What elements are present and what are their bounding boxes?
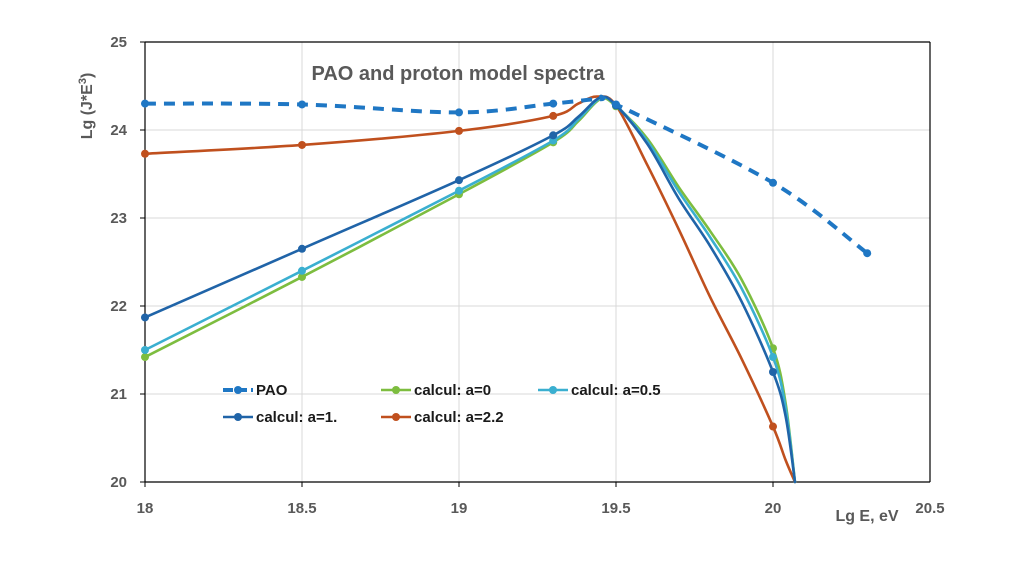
- y-axis-label-end: ): [79, 73, 96, 78]
- y-axis-ticks: 20 21 22 23 24 25: [110, 34, 127, 491]
- x-axis-label: Lg E, eV: [835, 508, 898, 525]
- series-4-point: [455, 126, 463, 135]
- legend-item: calcul: a=1.: [223, 409, 337, 426]
- series-2-point: [769, 353, 777, 362]
- plot-area: [144, 41, 931, 483]
- legend-marker: [549, 386, 557, 394]
- series-4-point: [769, 422, 777, 431]
- plot-frame: [140, 41, 931, 487]
- legend-marker: [392, 413, 400, 421]
- legend-label: calcul: a=0.5: [571, 382, 661, 399]
- y-tick-label: 22: [110, 298, 127, 315]
- series-2-point: [141, 346, 149, 354]
- y-tick-label: 23: [110, 210, 127, 227]
- series-layer: [141, 94, 872, 484]
- y-tick-label: 20: [110, 474, 127, 491]
- series-0-point: [863, 249, 872, 258]
- y-tick-label: 24: [110, 122, 127, 139]
- legend-item: calcul: a=2.2: [381, 409, 504, 426]
- series-0-point: [769, 178, 777, 187]
- x-tick-label: 19: [451, 500, 468, 517]
- series-0-point: [141, 99, 149, 108]
- legend-marker: [234, 413, 242, 421]
- chart-title: PAO and proton model spectra: [312, 63, 606, 85]
- legend: PAO calcul: a=0 calcul: a=0.5 calcul: a=1. c…: [223, 382, 661, 426]
- series-3-point: [549, 131, 558, 140]
- series-3-point: [455, 176, 463, 185]
- legend-item: calcul: a=0.5: [538, 382, 661, 399]
- series-2-point: [298, 266, 306, 275]
- legend-label: calcul: a=1.: [256, 409, 337, 426]
- series-0-point: [455, 108, 463, 117]
- x-tick-label: 19.5: [601, 500, 630, 517]
- y-axis-label-main: Lg (J*E: [79, 84, 96, 139]
- series-0: [141, 94, 872, 258]
- series-1-point: [141, 353, 149, 362]
- legend-label: PAO: [256, 382, 288, 399]
- y-tick-label: 25: [110, 34, 127, 51]
- x-tick-label: 18.5: [287, 500, 316, 517]
- series-0-point: [612, 100, 620, 109]
- series-1-point: [298, 272, 306, 281]
- series-0-point: [298, 100, 306, 109]
- legend-marker: [234, 386, 242, 394]
- series-4-point: [298, 140, 306, 149]
- y-axis-label: Lg (J*E3): [77, 73, 96, 140]
- series-4-point: [549, 111, 558, 120]
- series-4-point: [141, 149, 149, 158]
- x-tick-label: 18: [137, 500, 154, 517]
- series-3-point: [141, 313, 149, 322]
- legend-label: calcul: a=2.2: [414, 409, 504, 426]
- legend-marker: [392, 386, 400, 394]
- y-tick-label: 21: [110, 386, 127, 403]
- series-2-point: [455, 186, 463, 195]
- series-3-point: [298, 244, 306, 253]
- legend-label: calcul: a=0: [414, 382, 491, 399]
- y-axis-label-sup: 3: [77, 78, 89, 84]
- x-axis-ticks: 18 18.5 19 19.5 20 20.5: [137, 500, 945, 517]
- series-0-point: [549, 99, 558, 108]
- legend-item: PAO: [223, 382, 288, 399]
- legend-item: calcul: a=0: [381, 382, 491, 399]
- x-tick-label: 20: [765, 500, 782, 517]
- series-3-point: [769, 368, 777, 376]
- x-tick-label: 20.5: [915, 500, 944, 517]
